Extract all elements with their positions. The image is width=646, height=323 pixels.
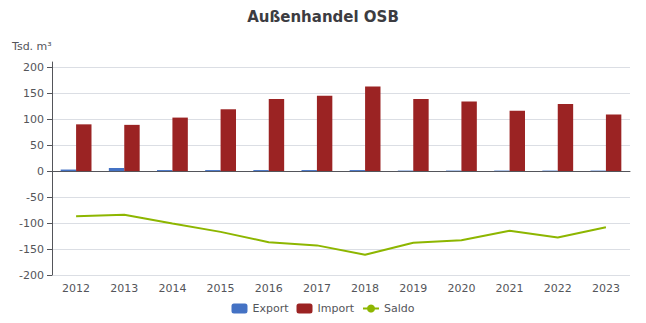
svg-text:-100: -100 [19,217,44,230]
svg-text:100: 100 [23,113,44,126]
svg-text:Außenhandel OSB: Außenhandel OSB [247,8,399,26]
svg-text:-150: -150 [19,243,44,256]
svg-text:200: 200 [23,61,44,74]
svg-text:2023: 2023 [592,282,620,295]
svg-text:Import: Import [318,302,355,315]
svg-text:0: 0 [37,165,44,178]
svg-text:Export: Export [252,302,289,315]
svg-text:2012: 2012 [62,282,90,295]
svg-text:Saldo: Saldo [384,302,415,315]
svg-text:-50: -50 [26,191,44,204]
svg-text:2019: 2019 [399,282,427,295]
svg-text:2013: 2013 [110,282,138,295]
svg-text:2022: 2022 [544,282,572,295]
svg-text:2015: 2015 [207,282,235,295]
svg-text:2016: 2016 [255,282,283,295]
svg-text:-200: -200 [19,269,44,282]
svg-text:2020: 2020 [447,282,475,295]
svg-text:2021: 2021 [496,282,524,295]
svg-text:2017: 2017 [303,282,331,295]
svg-text:150: 150 [23,87,44,100]
svg-text:50: 50 [30,139,44,152]
svg-text:2018: 2018 [351,282,379,295]
svg-text:2014: 2014 [158,282,186,295]
svg-text:Tsd. m³: Tsd. m³ [11,40,52,53]
